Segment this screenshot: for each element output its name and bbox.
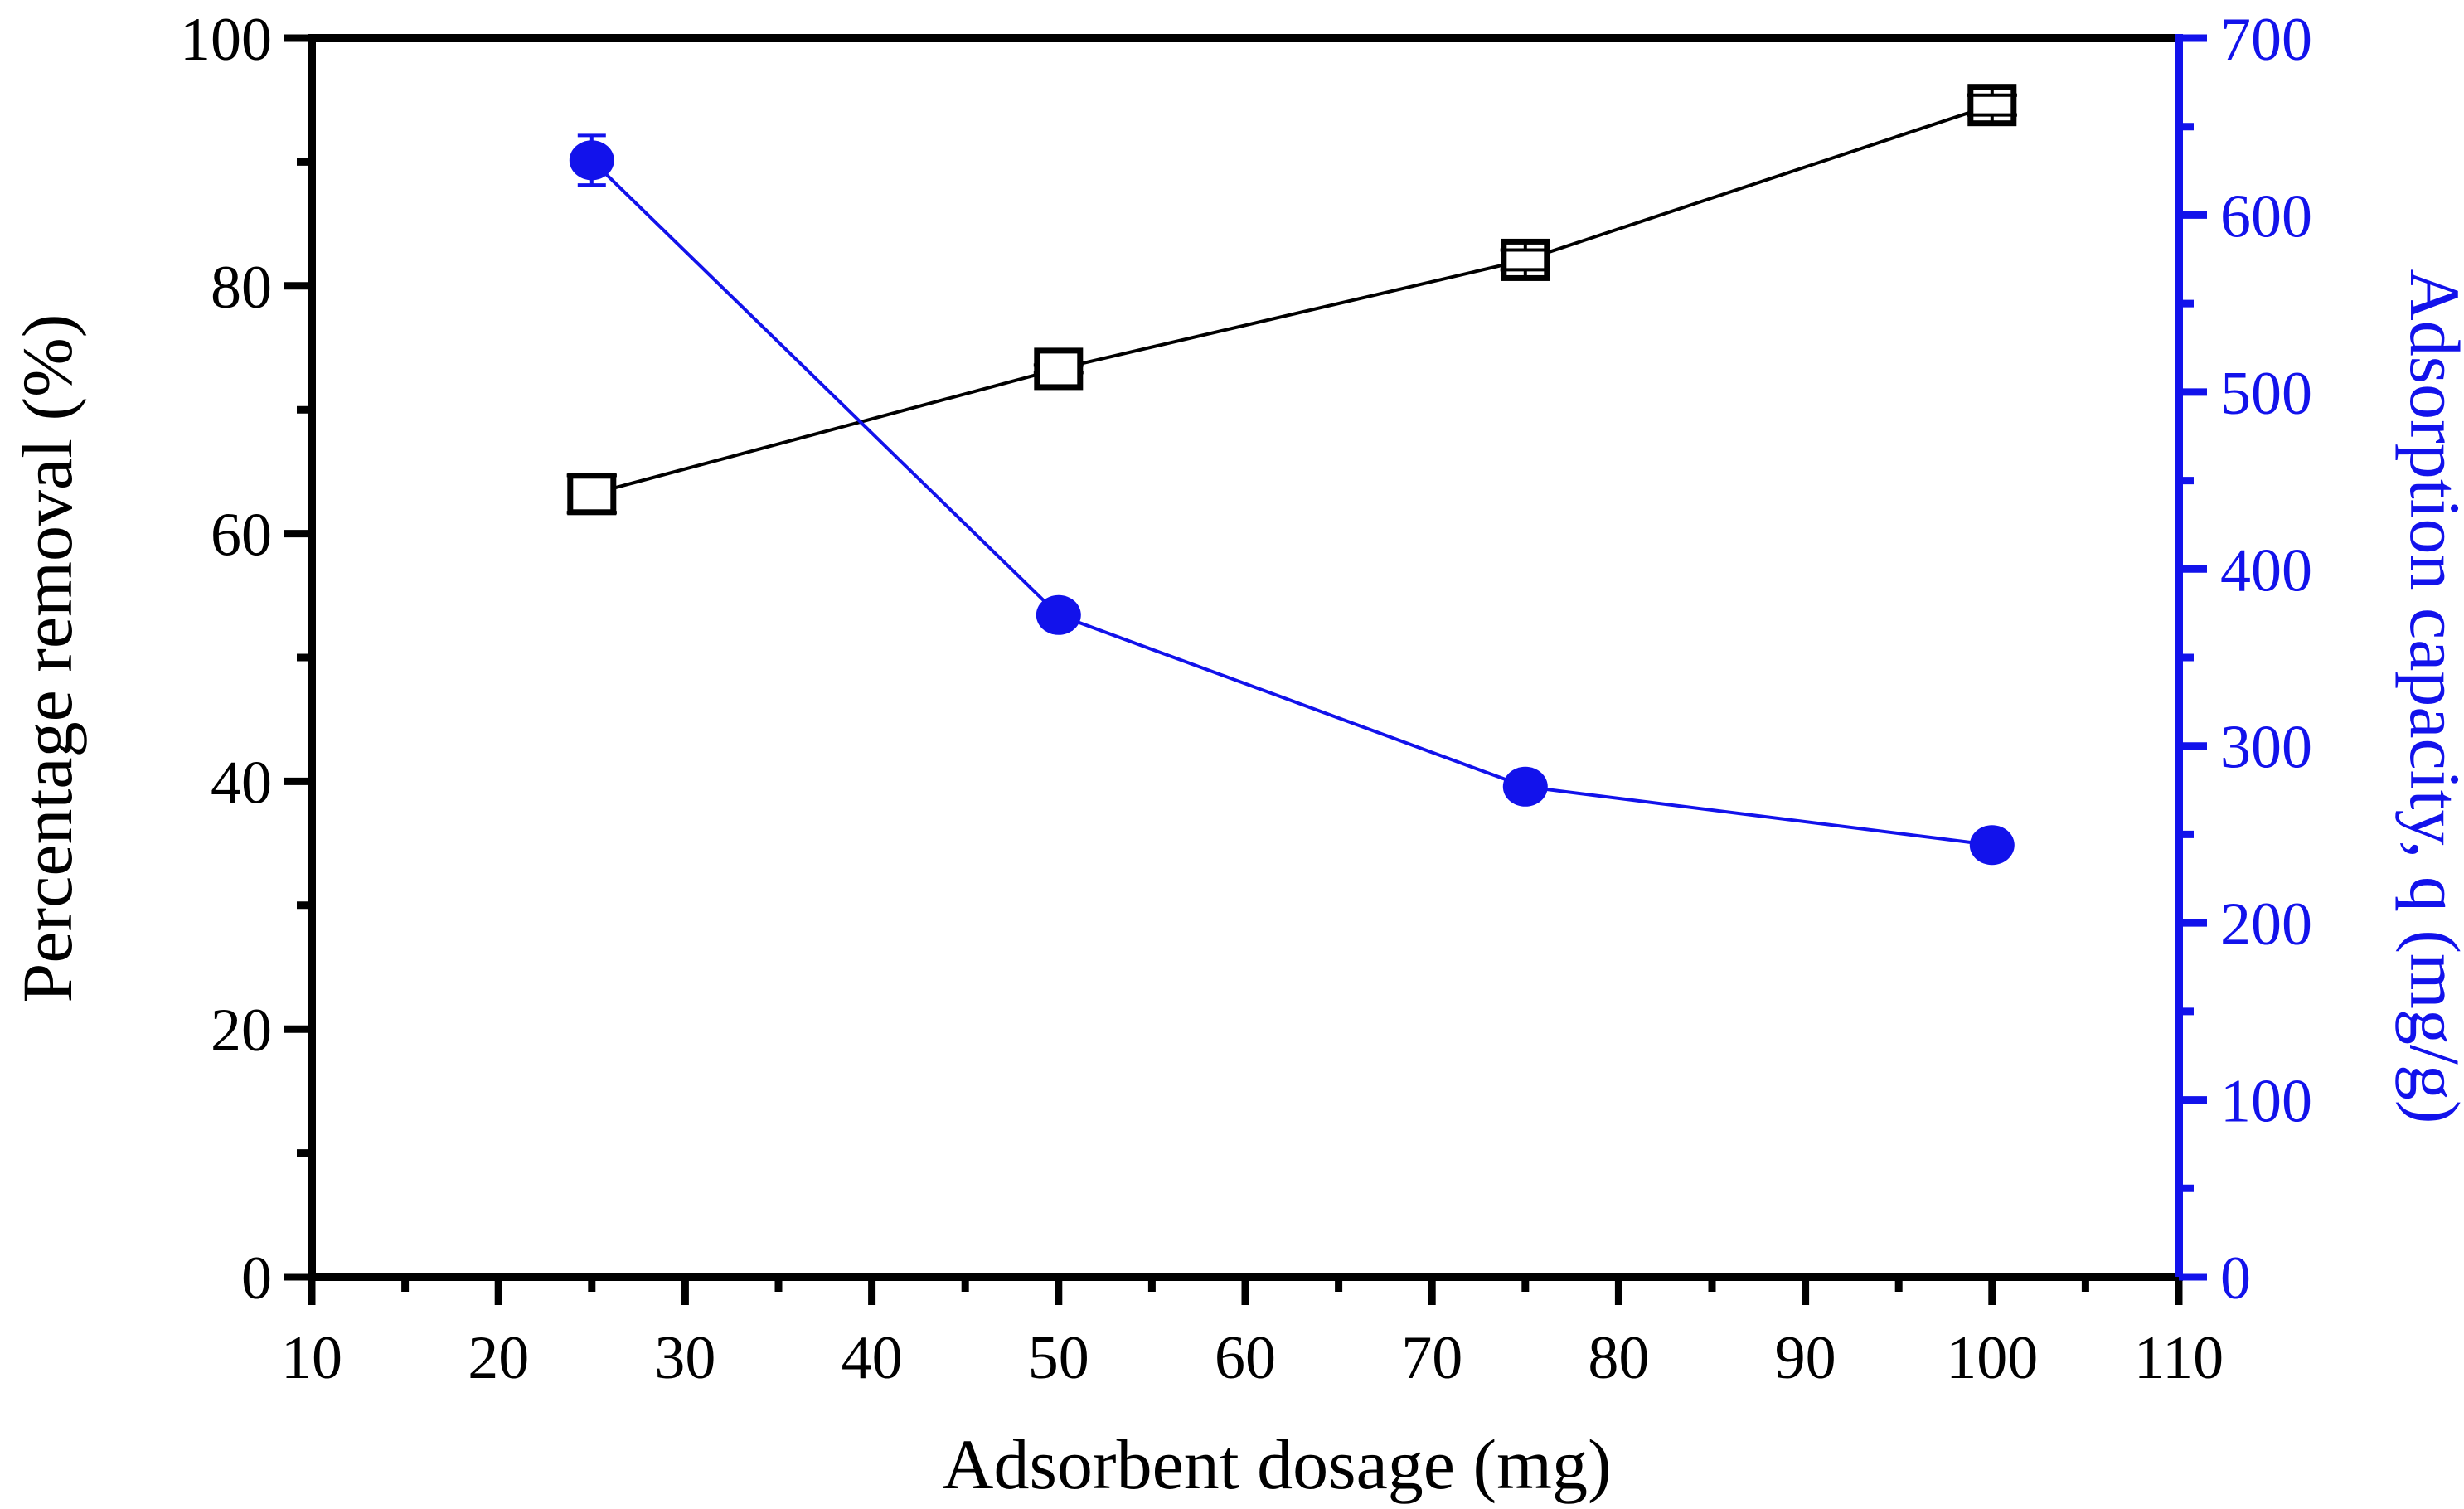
x-axis-tick-label: 40	[842, 1324, 903, 1392]
x-axis-tick-label: 60	[1215, 1324, 1276, 1392]
right-axis-tick-label: 700	[2220, 6, 2312, 74]
x-axis-tick-label: 30	[654, 1324, 715, 1392]
series-line-adsorption-capacity	[590, 158, 1993, 847]
left-y-axis-title: Percentage removal (%)	[7, 314, 87, 1003]
right-axis-tick-label: 600	[2220, 182, 2312, 250]
left-axis-tick-label: 40	[211, 749, 272, 817]
right-axis-tick-label: 200	[2220, 890, 2312, 958]
x-axis-tick-label: 80	[1588, 1324, 1649, 1392]
open-square-marker	[1034, 347, 1084, 391]
x-axis-tick-label: 20	[468, 1324, 529, 1392]
axes-layer: 10 20 30 40 50 60 70 80 90 100 110 0 20 40 60 80 100 0 100…	[180, 6, 2312, 1392]
right-axis-tick-label: 300	[2220, 714, 2312, 782]
filled-circle-marker	[1502, 766, 1548, 807]
left-axis-tick-label: 20	[211, 997, 272, 1065]
x-axis-title: Adsorbent dosage (mg)	[942, 1424, 1611, 1504]
x-axis-tick-label: 100	[1946, 1324, 2038, 1392]
right-axis-tick-label: 0	[2220, 1245, 2251, 1312]
series-line-percentage-removal	[591, 103, 1993, 496]
x-axis-tick-label: 10	[281, 1324, 342, 1392]
left-axis-tick-label: 60	[211, 502, 272, 570]
series-layer	[566, 84, 2017, 866]
x-axis-tick-label: 110	[2134, 1324, 2224, 1392]
left-axis-tick-label: 100	[180, 6, 272, 74]
filled-circle-marker	[1969, 825, 2015, 866]
right-y-axis-title: Adsorption capacity, q (mg/g)	[2395, 269, 2464, 1124]
x-axis-tick-label: 90	[1775, 1324, 1836, 1392]
right-axis-tick-label: 400	[2220, 536, 2312, 604]
filled-circle-marker	[569, 140, 614, 181]
left-axis-tick-label: 80	[211, 254, 272, 322]
x-axis-tick-label: 70	[1401, 1324, 1462, 1392]
left-axis-tick-label: 0	[241, 1245, 272, 1312]
open-square-marker	[567, 473, 617, 516]
right-axis-tick-label: 500	[2220, 360, 2312, 428]
filled-circle-marker	[1036, 594, 1081, 635]
x-axis-tick-label: 50	[1028, 1324, 1089, 1392]
right-axis-tick-label: 100	[2220, 1068, 2312, 1136]
